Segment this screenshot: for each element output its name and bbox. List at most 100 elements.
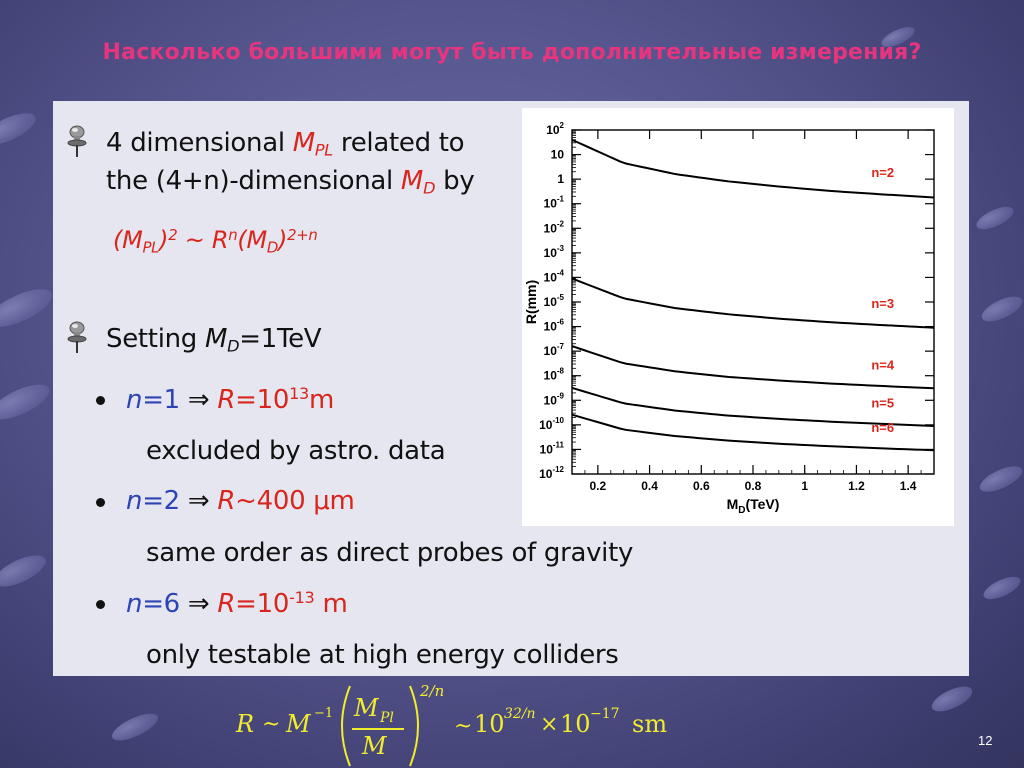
bullet-2-line: Setting MD=1TeV [106, 324, 322, 356]
formula-ten: 10 [560, 710, 591, 738]
relation-part: ~ R [177, 226, 229, 255]
background-bubble [978, 291, 1024, 327]
relation-part: ) [159, 226, 169, 255]
formula-tilde: ~ [262, 712, 281, 737]
sub-bullet-n6: n=6 ⇒ R=10-13 m [126, 588, 348, 619]
left-paren-icon [341, 685, 351, 767]
background-bubble [0, 377, 55, 427]
fraction-bar [352, 728, 404, 730]
sub-bullet-n6-note: only testable at high energy colliders [146, 640, 619, 670]
x-tick-label: 1.4 [900, 479, 917, 493]
formula-ten: 10 [474, 710, 505, 738]
y-tick-label: 10-9 [544, 391, 565, 407]
formula-tilde: ~ [454, 714, 473, 739]
mpl-symbol: M [292, 128, 315, 158]
y-tick-label: 10-4 [544, 268, 565, 284]
relation-part: 2 [168, 226, 178, 244]
n-symbol: n [126, 588, 143, 619]
background-bubble [0, 281, 58, 335]
series-label: n=2 [871, 165, 894, 180]
relation-part: PL [142, 238, 160, 257]
r-value: =10 [235, 588, 290, 619]
formula-exponent: −17 [590, 706, 620, 722]
relation-part: 2+n [287, 226, 318, 244]
series-label: n=6 [871, 420, 894, 435]
y-tick-label: 1 [557, 172, 564, 186]
series-line [571, 345, 935, 390]
sub-bullet-n2-note: same order as direct probes of gravity [146, 538, 634, 568]
y-axis-label: R(mm) [523, 280, 539, 324]
r-symbol: R [217, 588, 236, 619]
md-symbol: M [204, 324, 228, 354]
r-symbol: R [217, 384, 236, 415]
text-segment: 4 dimensional [106, 128, 293, 158]
sub-bullet-n1-note: excluded by astro. data [146, 436, 446, 466]
radius-formula: R ~ M −1 M Pl M 2/n ~ 10 32/n × 10 −17 s… [230, 680, 690, 768]
background-bubble [0, 549, 51, 593]
n-value: =1 [142, 384, 180, 415]
x-axis-label: MD(TeV) [727, 496, 780, 516]
right-paren-icon [409, 685, 419, 767]
text-segment: the (4+n)-dimensional [106, 166, 401, 196]
y-tick-label: 10-1 [544, 195, 565, 211]
r-symbol: R [217, 486, 236, 516]
n-symbol: n [126, 486, 143, 516]
series-line [571, 386, 935, 427]
series-label: n=5 [871, 396, 894, 411]
y-tick-label: 10-8 [544, 367, 565, 383]
series-line [571, 138, 935, 199]
n-symbol: n [126, 384, 143, 415]
pushpin-icon [67, 321, 87, 353]
formula-Mpl: M [354, 694, 379, 722]
formula-M-denominator: M [362, 732, 387, 760]
relation-part: D [266, 238, 279, 257]
x-tick-label: 0.6 [693, 479, 710, 493]
md-subscript: D [423, 178, 436, 198]
slide-title: Насколько большими могут быть дополнител… [102, 40, 922, 65]
y-tick-label: 10-12 [539, 465, 564, 481]
r-unit: m [309, 384, 335, 415]
bullet-1-line-2: the (4+n)-dimensional MD by [106, 166, 475, 198]
x-tick-label: 0.2 [590, 479, 607, 493]
background-bubble [980, 572, 1024, 604]
text-segment: related to [332, 128, 465, 158]
planck-relation: (MPL)2 ~ Rn(MD)2+n [113, 226, 318, 256]
y-tick-label: 10-11 [540, 440, 565, 456]
text-segment: by [435, 166, 475, 196]
mpl-subscript: PL [314, 140, 333, 160]
x-tick-label: 0.8 [745, 479, 762, 493]
y-tick-label: 10-10 [539, 416, 564, 432]
r-value: =10 [235, 384, 290, 415]
md-subscript: D [227, 336, 240, 356]
y-tick-label: 10-2 [544, 219, 565, 235]
series-label: n=3 [871, 296, 894, 311]
implies-arrow: ⇒ [179, 486, 218, 516]
n-value: =2 [142, 486, 180, 516]
sub-bullet-n1: n=1 ⇒ R=1013m [126, 384, 334, 415]
relation-part: ) [278, 226, 288, 255]
bullet-1-line-1: 4 dimensional MPL related to [106, 128, 465, 160]
formula-M-exponent: −1 [314, 706, 334, 721]
pushpin-icon [67, 125, 87, 157]
implies-arrow: ⇒ [179, 588, 218, 619]
background-bubble [0, 106, 40, 152]
series-line [571, 413, 935, 452]
bullet-dot [96, 396, 105, 405]
md-symbol: M [400, 166, 424, 196]
implies-arrow: ⇒ [179, 384, 218, 415]
background-bubble [928, 681, 976, 717]
r-unit: m [314, 588, 348, 619]
radius-vs-md-chart: 102 10 1 10-1 10-2 10-3 10-4 10-5 10-6 10-7 10-8 10… [522, 108, 954, 526]
y-tick-label: 102 [546, 121, 564, 137]
x-tick-label: 0.4 [641, 479, 658, 493]
y-tick-label: 10-3 [544, 244, 565, 260]
relation-part: n [228, 226, 238, 244]
background-bubble [108, 708, 162, 746]
bullet-dot [96, 600, 105, 609]
formula-unit: sm [632, 710, 668, 738]
formula-exponent: 32/n [504, 706, 536, 722]
r-exponent: -13 [289, 588, 315, 607]
r-exponent: 13 [289, 384, 309, 403]
background-bubble [973, 202, 1017, 234]
page-number: 12 [978, 733, 993, 748]
